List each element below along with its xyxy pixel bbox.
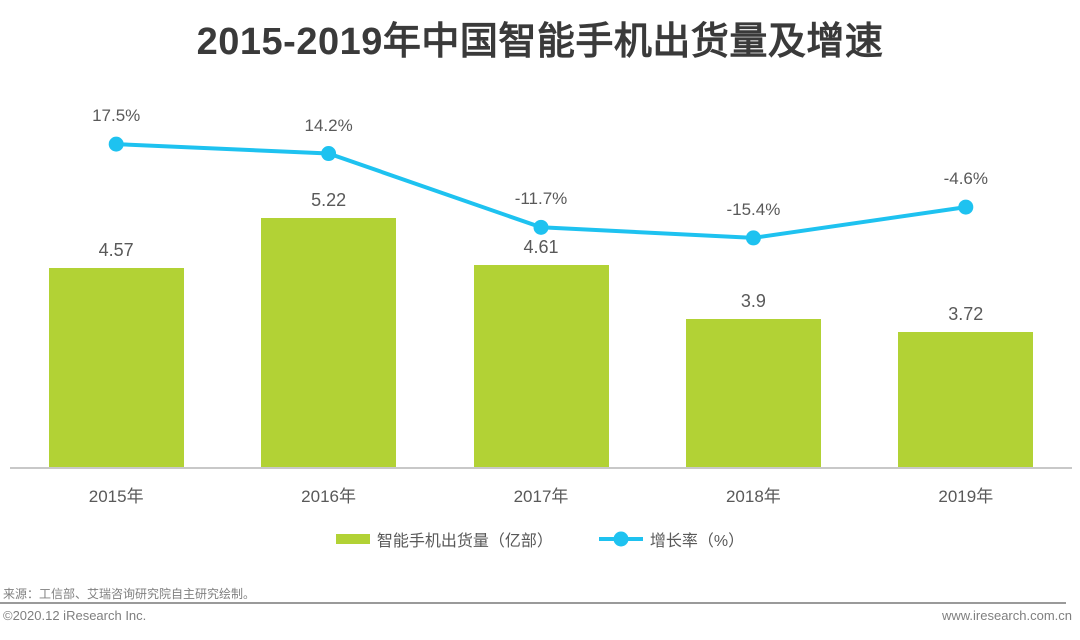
website-text: www.iresearch.com.cn	[941, 608, 1072, 623]
growth-value-label: 17.5%	[92, 106, 141, 126]
growth-point-2019年	[958, 199, 974, 215]
bar-value-label: 4.57	[98, 240, 134, 260]
growth-value-label: -11.7%	[514, 189, 568, 209]
bar-2017年	[473, 265, 609, 467]
legend-label-growth-rate: 增长率（%）	[649, 533, 745, 550]
growth-value-label: -4.6%	[943, 169, 989, 189]
x-axis-label: 2018年	[725, 487, 781, 506]
bar-value-label: 4.61	[523, 237, 559, 257]
bar-value-label: 3.72	[948, 304, 984, 324]
x-axis-label: 2019年	[938, 487, 994, 506]
growth-value-label: -15.4%	[726, 199, 781, 219]
source-note: 来源：工信部、艾瑞咨询研究院自主研究绘制。	[3, 587, 256, 601]
bar-2016年	[261, 218, 397, 467]
line-series-dot-icon	[613, 531, 629, 547]
bar-series-swatch-icon	[335, 534, 370, 544]
chart-plot-area: 4.57 2015年 5.22 2016年 4.61 2017年 3.9 2018年 3.72 2…	[10, 106, 1072, 506]
bar-2015年	[48, 268, 184, 467]
legend-label-shipments: 智能手机出货量（亿部）	[376, 533, 553, 550]
legend-item-shipments: 智能手机出货量（亿部）	[335, 527, 553, 551]
bar-value-label: 3.9	[740, 291, 766, 311]
copyright-text: ©2020.12 iResearch Inc.	[3, 608, 147, 623]
bar-2019年	[898, 332, 1034, 467]
line-series-swatch-icon	[598, 531, 643, 547]
footer-divider	[0, 602, 1066, 604]
growth-value-label: 14.2%	[304, 115, 353, 135]
chart-title: 2015-2019年中国智能手机出货量及增速	[196, 21, 884, 63]
x-axis-label: 2017年	[513, 487, 569, 506]
growth-point-2015年	[108, 136, 124, 152]
growth-point-2016年	[321, 146, 337, 162]
bar-value-label: 5.22	[311, 190, 347, 210]
legend-item-growth-rate: 增长率（%）	[598, 527, 745, 551]
x-axis-line	[10, 467, 1072, 469]
growth-point-2018年	[745, 230, 761, 246]
x-axis-label: 2016年	[301, 487, 357, 506]
bar-2018年	[685, 319, 821, 467]
growth-point-2017年	[533, 219, 549, 235]
x-axis-label: 2015年	[88, 487, 144, 506]
chart-legend: 智能手机出货量（亿部） 增长率（%）	[0, 527, 1080, 551]
